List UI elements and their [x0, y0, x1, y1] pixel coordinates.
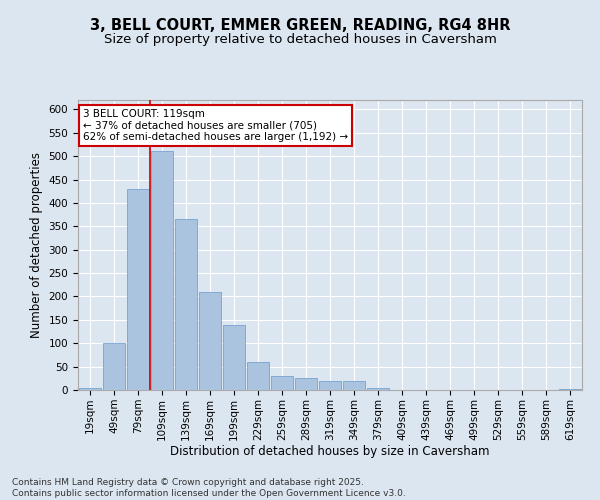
- Bar: [559, 389, 581, 390]
- X-axis label: Distribution of detached houses by size in Caversham: Distribution of detached houses by size …: [170, 446, 490, 458]
- Bar: [247, 362, 269, 390]
- Text: 3, BELL COURT, EMMER GREEN, READING, RG4 8HR: 3, BELL COURT, EMMER GREEN, READING, RG4…: [90, 18, 510, 32]
- Text: Size of property relative to detached houses in Caversham: Size of property relative to detached ho…: [104, 32, 496, 46]
- Bar: [343, 380, 365, 390]
- Bar: [367, 388, 389, 390]
- Text: Contains HM Land Registry data © Crown copyright and database right 2025.
Contai: Contains HM Land Registry data © Crown c…: [12, 478, 406, 498]
- Bar: [151, 152, 173, 390]
- Text: 3 BELL COURT: 119sqm
← 37% of detached houses are smaller (705)
62% of semi-deta: 3 BELL COURT: 119sqm ← 37% of detached h…: [83, 108, 348, 142]
- Y-axis label: Number of detached properties: Number of detached properties: [30, 152, 43, 338]
- Bar: [199, 292, 221, 390]
- Bar: [223, 324, 245, 390]
- Bar: [295, 378, 317, 390]
- Bar: [175, 220, 197, 390]
- Bar: [103, 343, 125, 390]
- Bar: [127, 189, 149, 390]
- Bar: [271, 376, 293, 390]
- Bar: [319, 380, 341, 390]
- Bar: [79, 388, 101, 390]
